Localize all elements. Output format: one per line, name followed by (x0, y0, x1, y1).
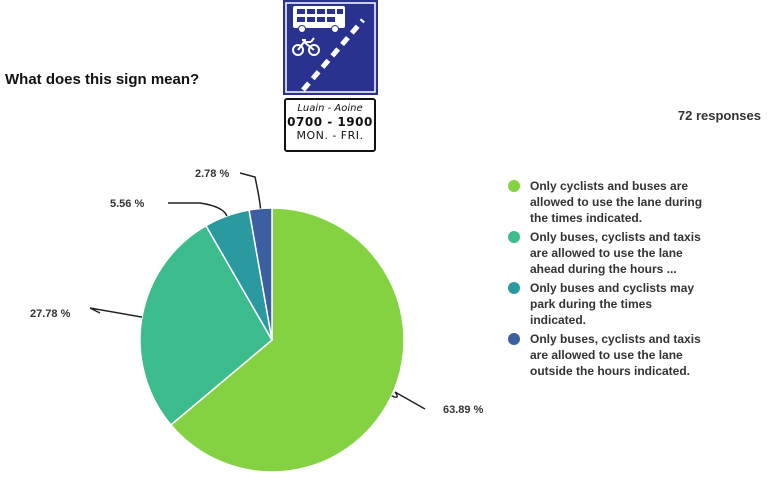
legend-item-3: Only buses and cyclists may park during … (508, 280, 748, 328)
pie-slice-2 (139, 224, 273, 426)
bus-icon (293, 6, 345, 33)
pie-slice-1 (169, 207, 405, 473)
leader-line-1 (391, 391, 426, 410)
plate-days-irish: Luain - Aoine (297, 103, 363, 114)
bus-lane-sign (283, 0, 378, 95)
legend-label-1: Only cyclists and buses are allowed to u… (530, 179, 703, 225)
legend-item-2: Only buses, cyclists and taxis are allow… (508, 229, 748, 277)
time-plate: Luain - Aoine 0700 - 1900 MON. - FRI. (284, 98, 376, 152)
plate-days-english: MON. - FRI. (296, 129, 364, 142)
legend-swatch-4 (508, 333, 520, 345)
legend-item-1: Only cyclists and buses are allowed to u… (508, 178, 748, 226)
response-count: 72 responses (677, 108, 761, 123)
legend-label-4: Only buses, cyclists and taxis are allow… (530, 332, 701, 378)
question-title: What does this sign mean? (5, 71, 200, 88)
leader-line-2 (89, 307, 143, 318)
legend-label-2: Only buses, cyclists and taxis are allow… (530, 230, 701, 276)
legend-swatch-1 (508, 180, 520, 192)
slice-label-4: 2.78 % (195, 168, 229, 180)
slice-label-3: 5.56 % (110, 198, 144, 210)
leader-line-3 (168, 202, 228, 217)
bicycle-icon (292, 37, 320, 56)
slice-label-2: 27.78 % (30, 308, 71, 320)
legend-swatch-2 (508, 231, 520, 243)
plate-hours: 0700 - 1900 (287, 115, 373, 129)
legend-swatch-3 (508, 282, 520, 294)
lane-marking (301, 18, 365, 92)
legend-item-4: Only buses, cyclists and taxis are allow… (508, 331, 748, 379)
legend-label-3: Only buses and cyclists may park during … (530, 281, 695, 327)
chart-legend: Only cyclists and buses are allowed to u… (508, 178, 748, 382)
leader-line-4 (239, 172, 262, 209)
slice-label-1: 63.89 % (443, 404, 484, 416)
